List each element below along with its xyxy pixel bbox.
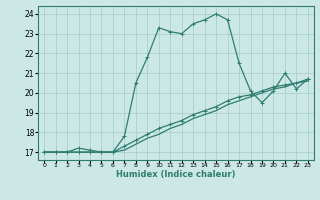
X-axis label: Humidex (Indice chaleur): Humidex (Indice chaleur) [116,170,236,179]
